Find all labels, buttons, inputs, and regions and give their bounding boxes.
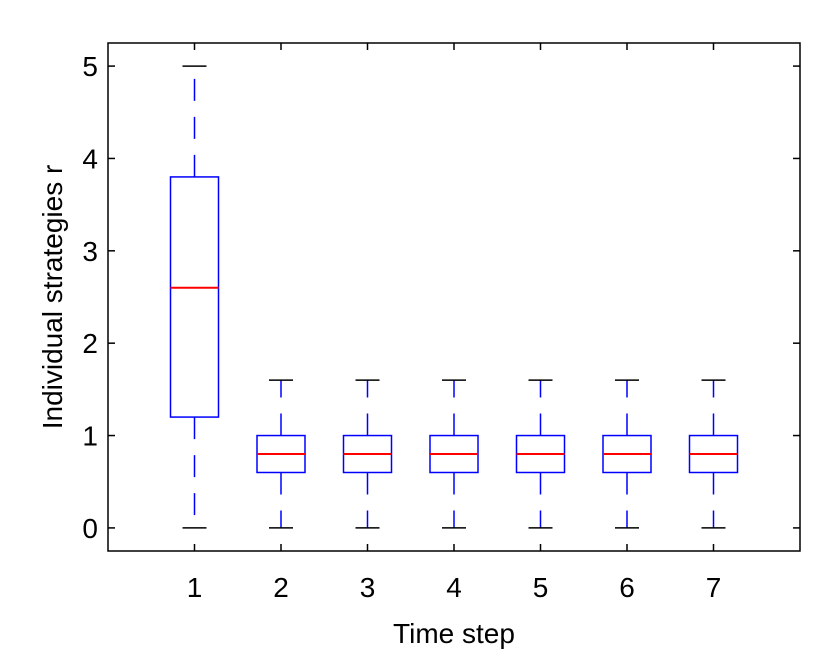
y-tick-label: 4 xyxy=(82,143,98,174)
y-tick-label: 0 xyxy=(82,513,98,544)
y-tick-label: 5 xyxy=(82,51,98,82)
x-tick-label: 2 xyxy=(273,572,289,603)
box-group-2 xyxy=(256,379,306,529)
box-group-5 xyxy=(515,379,566,529)
x-tick-label: 5 xyxy=(533,572,549,603)
x-tick-label: 4 xyxy=(446,572,462,603)
axis-ticks: 1 2 3 4 5 6 7 0 1 2 3 4 5 xyxy=(82,43,800,603)
x-tick-label: 6 xyxy=(619,572,635,603)
y-tick-label: 2 xyxy=(82,328,98,359)
x-tick-label: 7 xyxy=(706,572,722,603)
box-group-4 xyxy=(429,379,479,529)
y-axis-label: Individual strategies r xyxy=(37,165,68,430)
y-tick-label: 3 xyxy=(82,236,98,267)
box-group-6 xyxy=(602,379,652,529)
x-axis-label: Time step xyxy=(393,618,515,649)
x-tick-label: 3 xyxy=(360,572,376,603)
plot-marks xyxy=(169,65,739,529)
y-tick-label: 1 xyxy=(82,421,98,452)
iqr-box xyxy=(169,176,220,418)
x-tick-label: 1 xyxy=(187,572,203,603)
box-group-1 xyxy=(169,65,220,529)
box-group-7 xyxy=(688,379,739,529)
box-group-3 xyxy=(342,379,393,529)
